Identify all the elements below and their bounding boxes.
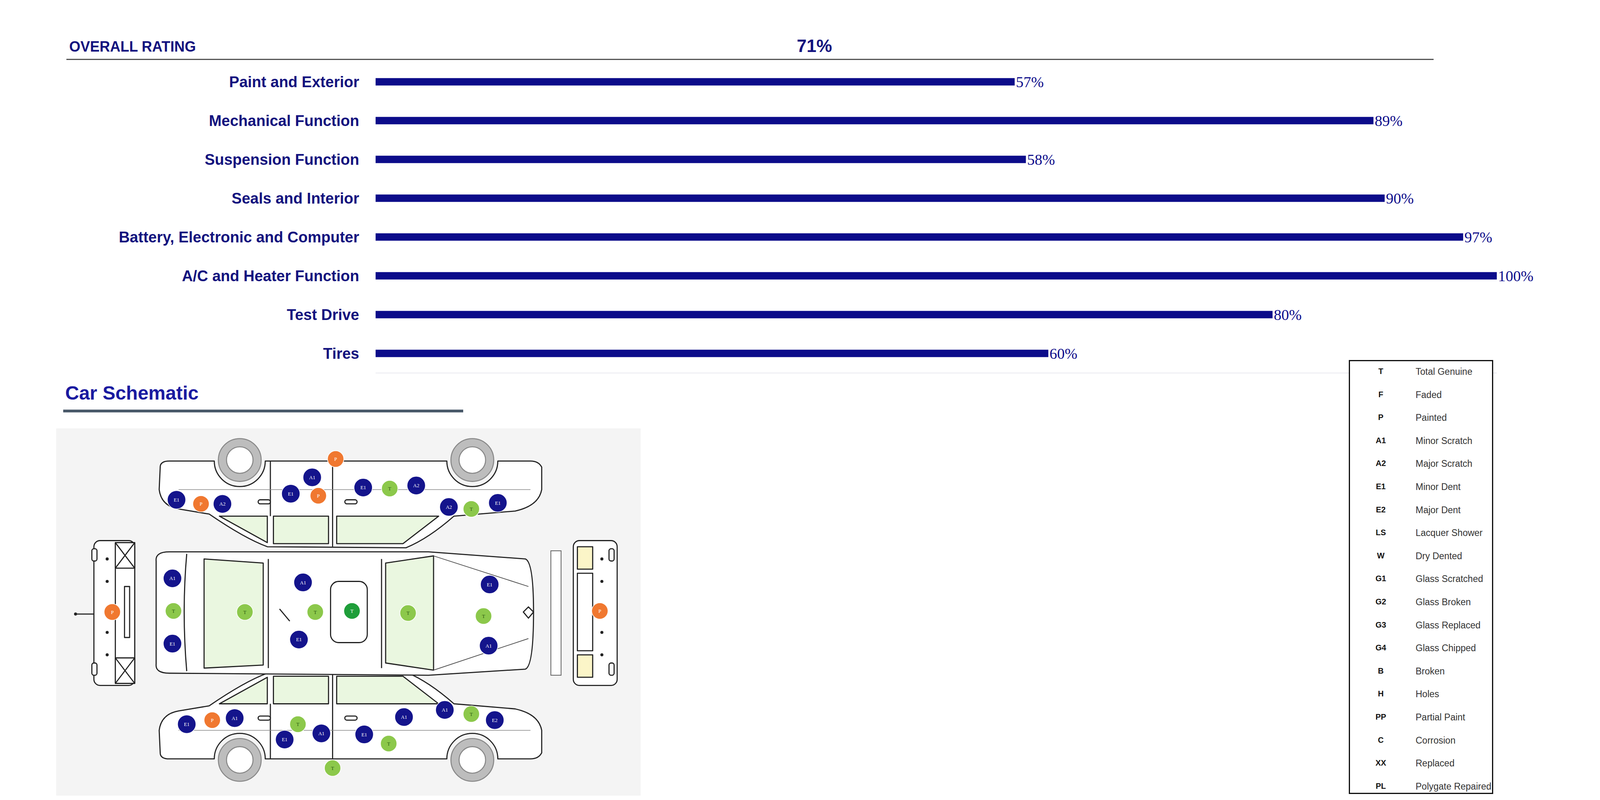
html-text:T: T bbox=[1378, 366, 1384, 376]
svg-text:T: T bbox=[469, 506, 473, 512]
svg-text:Test Drive: Test Drive bbox=[286, 306, 360, 324]
svg-text:89%: 89% bbox=[1374, 112, 1403, 130]
html-text:Minor Scratch: Minor Scratch bbox=[1415, 435, 1473, 446]
html-text:Major Scratch: Major Scratch bbox=[1415, 458, 1473, 469]
svg-text:T: T bbox=[469, 711, 473, 718]
html-text:Dry Dented: Dry Dented bbox=[1415, 550, 1463, 562]
html-text:C: C bbox=[1377, 735, 1384, 745]
svg-text:T: T bbox=[388, 486, 392, 492]
svg-text:A1: A1 bbox=[169, 575, 176, 582]
html-text:Minor Dent: Minor Dent bbox=[1415, 481, 1461, 492]
html-text:A1: A1 bbox=[1375, 435, 1386, 445]
svg-text:90%: 90% bbox=[1386, 190, 1414, 207]
svg-text:T: T bbox=[313, 609, 317, 616]
html-text:Major Dent: Major Dent bbox=[1415, 504, 1461, 516]
html-text:H: H bbox=[1377, 689, 1384, 699]
svg-text:A2: A2 bbox=[413, 482, 420, 489]
svg-text:P: P bbox=[110, 609, 114, 616]
svg-text:E1: E1 bbox=[360, 484, 366, 491]
html-text:G2: G2 bbox=[1375, 597, 1387, 606]
svg-text:A2: A2 bbox=[219, 501, 226, 507]
svg-text:A1: A1 bbox=[231, 715, 238, 722]
svg-text:T: T bbox=[331, 765, 335, 772]
svg-text:E1: E1 bbox=[486, 582, 493, 588]
svg-text:100%: 100% bbox=[1498, 267, 1534, 285]
svg-text:97%: 97% bbox=[1464, 228, 1493, 246]
html-text:P: P bbox=[1378, 412, 1384, 422]
svg-text:E1: E1 bbox=[282, 736, 288, 743]
svg-text:Tires: Tires bbox=[323, 345, 360, 362]
svg-text:E1: E1 bbox=[173, 497, 180, 503]
html-text:G3: G3 bbox=[1375, 620, 1387, 630]
svg-text:A/C and Heater Function: A/C and Heater Function bbox=[182, 267, 360, 285]
svg-text:Suspension Function: Suspension Function bbox=[204, 151, 360, 168]
html-text:Broken: Broken bbox=[1415, 665, 1445, 677]
html-text:W: W bbox=[1377, 551, 1385, 560]
svg-text:57%: 57% bbox=[1016, 73, 1044, 91]
svg-text:T: T bbox=[172, 608, 176, 614]
html-text:G1: G1 bbox=[1375, 574, 1387, 583]
html-text:E2: E2 bbox=[1375, 505, 1386, 514]
svg-text:P: P bbox=[316, 493, 320, 499]
svg-text:60%: 60% bbox=[1049, 345, 1078, 362]
svg-text:A1: A1 bbox=[309, 474, 316, 481]
svg-text:Paint and Exterior: Paint and Exterior bbox=[229, 73, 360, 91]
html-text:Car Schematic: Car Schematic bbox=[65, 382, 199, 404]
svg-text:A2: A2 bbox=[445, 504, 452, 510]
html-text:Total Genuine: Total Genuine bbox=[1415, 366, 1473, 377]
svg-text:Mechanical Function: Mechanical Function bbox=[208, 112, 360, 130]
svg-text:E1: E1 bbox=[494, 500, 501, 506]
svg-text:P: P bbox=[199, 501, 203, 507]
html-text:Replaced: Replaced bbox=[1415, 758, 1455, 769]
html-text:Glass Broken: Glass Broken bbox=[1415, 596, 1471, 608]
html-text:OVERALL RATING: OVERALL RATING bbox=[69, 38, 196, 55]
html-text:Partial Paint: Partial Paint bbox=[1415, 712, 1466, 723]
svg-text:A1: A1 bbox=[300, 580, 307, 586]
svg-text:T: T bbox=[350, 608, 354, 614]
svg-text:T: T bbox=[387, 741, 391, 747]
svg-text:T: T bbox=[482, 613, 486, 620]
svg-text:E2: E2 bbox=[492, 717, 498, 724]
svg-text:P: P bbox=[334, 456, 338, 462]
svg-text:P: P bbox=[598, 608, 602, 614]
svg-text:Seals and Interior: Seals and Interior bbox=[231, 190, 360, 207]
html-text:XX: XX bbox=[1375, 758, 1387, 768]
html-text:Corrosion: Corrosion bbox=[1415, 735, 1456, 746]
svg-text:E1: E1 bbox=[169, 641, 176, 647]
html-text:Lacquer Shower: Lacquer Shower bbox=[1415, 527, 1483, 539]
svg-text:58%: 58% bbox=[1027, 151, 1056, 168]
svg-text:E1: E1 bbox=[184, 721, 190, 728]
svg-text:A1: A1 bbox=[485, 643, 492, 649]
svg-text:80%: 80% bbox=[1273, 306, 1302, 324]
html-text:G4: G4 bbox=[1375, 643, 1387, 653]
html-text:PP: PP bbox=[1375, 712, 1387, 722]
svg-text:T: T bbox=[406, 610, 410, 616]
svg-text:Battery, Electronic and Comput: Battery, Electronic and Computer bbox=[118, 228, 360, 246]
svg-text:E1: E1 bbox=[361, 732, 367, 738]
svg-text:A1: A1 bbox=[400, 714, 408, 720]
html-text:Polygate Repaired: Polygate Repaired bbox=[1415, 781, 1492, 792]
html-text:A2: A2 bbox=[1375, 458, 1386, 468]
html-text:Painted: Painted bbox=[1415, 412, 1447, 423]
html-text:E1: E1 bbox=[1375, 482, 1386, 491]
svg-text:T: T bbox=[296, 721, 300, 728]
html-text:Glass Chipped: Glass Chipped bbox=[1415, 642, 1476, 654]
html-text:Glass Scratched: Glass Scratched bbox=[1415, 573, 1484, 585]
html-text:B: B bbox=[1377, 666, 1384, 676]
svg-text:A1: A1 bbox=[318, 730, 325, 737]
html-text:LS: LS bbox=[1375, 528, 1386, 537]
html-text:PL: PL bbox=[1375, 781, 1386, 791]
html-text:Glass Replaced: Glass Replaced bbox=[1415, 619, 1481, 631]
html-text:71%: 71% bbox=[796, 36, 832, 56]
svg-text:T: T bbox=[243, 609, 247, 616]
svg-text:E1: E1 bbox=[296, 636, 302, 643]
html-text:Holes: Holes bbox=[1415, 688, 1440, 700]
svg-text:A1: A1 bbox=[441, 707, 448, 713]
svg-text:P: P bbox=[210, 717, 214, 724]
html-text:Faded: Faded bbox=[1415, 389, 1442, 400]
svg-text:E1: E1 bbox=[288, 491, 294, 497]
html-text:F: F bbox=[1378, 389, 1384, 399]
